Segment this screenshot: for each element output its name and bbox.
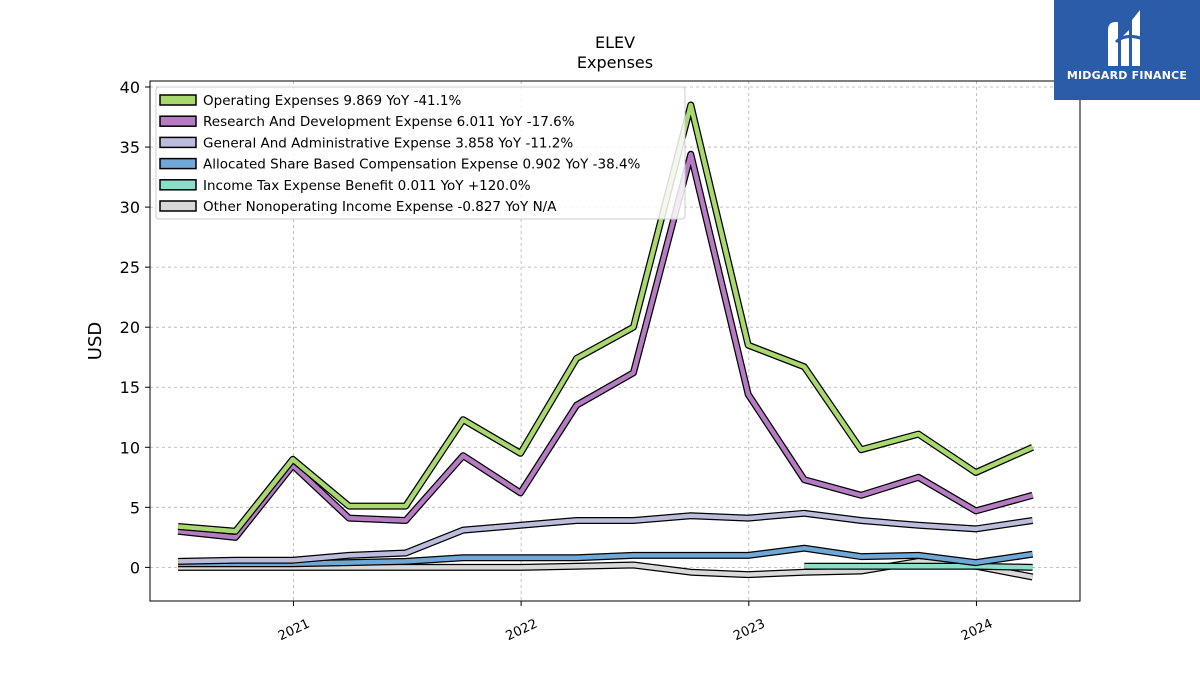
legend-swatch [159,157,197,170]
legend-label: Other Nonoperating Income Expense -0.827… [203,199,557,215]
y-tick-label: 0 [130,558,140,577]
legend-label: Allocated Share Based Compensation Expen… [203,157,641,173]
series-line [178,511,1033,564]
y-tick-label: 20 [120,318,140,337]
legend-swatch [159,179,197,191]
y-tick-label: 35 [120,138,140,157]
x-tick-label: 2022 [504,617,540,645]
series-line [178,545,1033,567]
legend-label: Research And Development Expense 6.011 Y… [203,114,575,130]
series-line [177,102,1034,534]
chart-title: ELEV [594,33,636,52]
series-line [804,563,1033,570]
legend-swatch [159,136,197,149]
legend-swatch [159,94,197,106]
y-tick-label: 40 [120,78,140,97]
x-tick-label: 2021 [276,617,312,645]
y-tick-label: 15 [120,378,140,397]
y-tick-label: 5 [130,498,140,517]
x-tick-label: 2023 [731,617,767,645]
y-tick-label: 25 [120,258,140,277]
logo-mark-icon [1108,10,1147,66]
y-tick-label: 10 [120,438,140,457]
legend-swatch [159,200,197,212]
brand-logo: MIDGARD FINANCE [1054,0,1200,100]
plot-frame [149,80,1081,602]
legend-label: General And Administrative Expense 3.858… [203,135,573,151]
y-tick-label: 30 [120,198,140,217]
y-axis-label: USD [85,322,106,360]
legend-swatch [159,115,197,127]
x-tick-label: 2024 [959,617,995,645]
legend-box [155,86,686,220]
legend-label: Income Tax Expense Benefit 0.011 YoY +12… [203,178,531,194]
legend-label: Operating Expenses 9.869 YoY -41.1% [203,93,462,109]
series-line [177,152,1034,540]
chart-subtitle: Expenses [576,53,654,72]
brand-name: MIDGARD FINANCE [1066,69,1188,82]
